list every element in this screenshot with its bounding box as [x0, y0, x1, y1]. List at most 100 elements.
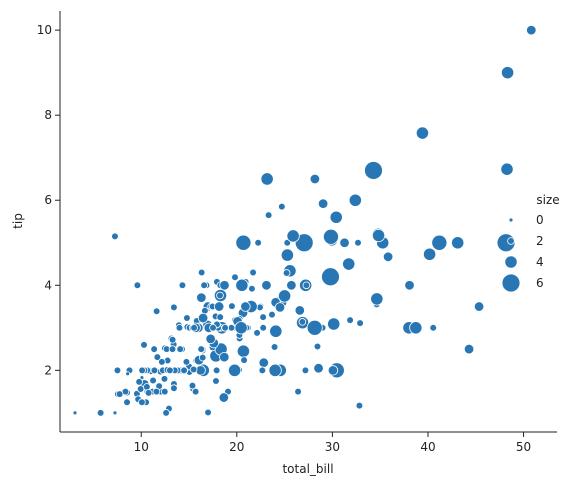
data-point	[191, 387, 200, 396]
data-point	[198, 353, 207, 362]
data-point	[306, 319, 323, 336]
data-point	[216, 313, 224, 321]
data-point	[339, 237, 350, 248]
data-point	[227, 324, 236, 332]
data-point	[500, 66, 515, 80]
x-tick-label: 30	[325, 440, 340, 454]
data-point	[236, 344, 251, 358]
legend-marker	[504, 255, 518, 269]
data-point	[463, 343, 475, 355]
data-point	[175, 324, 184, 332]
data-point	[180, 366, 188, 375]
data-point	[216, 291, 224, 300]
data-point	[160, 387, 169, 396]
y-ticks: 2 4 6 8 10	[37, 23, 60, 377]
data-point	[313, 363, 324, 374]
data-point	[268, 363, 282, 377]
data-point	[168, 335, 177, 344]
legend-label: 4	[536, 255, 544, 269]
data-point	[197, 268, 206, 277]
data-point	[422, 247, 437, 261]
data-point	[298, 318, 307, 326]
data-point	[258, 366, 267, 375]
data-point	[260, 172, 274, 186]
data-point	[286, 280, 297, 291]
data-point	[166, 366, 174, 375]
data-point	[140, 341, 148, 349]
data-point	[355, 401, 364, 410]
data-point	[309, 173, 321, 185]
data-point	[354, 238, 362, 247]
data-point	[125, 371, 131, 377]
data-point	[178, 281, 187, 290]
data-point	[205, 333, 216, 345]
data-point	[294, 387, 302, 396]
data-point	[258, 357, 269, 368]
data-point	[294, 233, 314, 253]
data-point	[197, 345, 205, 353]
data-point	[313, 342, 322, 351]
data-point	[218, 392, 230, 403]
data-point	[356, 319, 364, 327]
data-point	[415, 126, 430, 140]
data-point	[264, 211, 273, 219]
data-point	[268, 310, 276, 319]
data-point	[526, 24, 537, 36]
data-point	[364, 161, 383, 180]
data-point	[301, 366, 310, 375]
data-point	[404, 280, 415, 291]
data-point	[213, 301, 225, 312]
y-tick-label: 6	[44, 193, 52, 207]
data-point	[150, 366, 159, 375]
data-point	[249, 268, 257, 277]
data-point	[240, 301, 251, 312]
y-tick-label: 2	[44, 363, 52, 377]
data-point	[158, 358, 166, 366]
data-point	[429, 324, 438, 332]
x-tick-label: 10	[134, 440, 149, 454]
data-point	[278, 202, 286, 211]
x-tick-label: 40	[420, 440, 435, 454]
data-point	[188, 381, 197, 390]
data-point	[370, 292, 384, 306]
x-axis-label: total_bill	[282, 462, 333, 476]
data-point	[240, 356, 248, 364]
data-point	[123, 398, 131, 407]
data-point	[248, 284, 256, 293]
data-point	[209, 324, 217, 332]
data-point	[317, 198, 329, 209]
data-point	[371, 228, 386, 243]
data-point	[329, 210, 343, 224]
data-point	[259, 313, 267, 321]
data-point	[346, 316, 354, 324]
data-point	[113, 366, 122, 375]
data-point	[138, 366, 146, 375]
legend-label: 6	[536, 276, 544, 290]
data-point	[183, 314, 191, 322]
data-point	[200, 281, 208, 290]
x-ticks: 10 20 30 40 50	[134, 432, 531, 454]
data-point	[115, 390, 124, 398]
y-tick-label: 8	[44, 108, 52, 122]
data-point	[253, 329, 261, 337]
legend-label: 0	[536, 213, 544, 227]
data-point	[168, 345, 177, 353]
data-point	[189, 365, 198, 374]
legend-title: size	[536, 193, 559, 207]
data-point	[182, 358, 191, 366]
data-point	[286, 229, 300, 243]
data-point	[138, 398, 146, 407]
data-point	[327, 365, 339, 376]
data-point	[278, 289, 292, 303]
data-point	[219, 280, 230, 291]
data-point	[348, 193, 362, 207]
data-point	[136, 385, 145, 393]
data-point	[152, 387, 161, 396]
data-point	[500, 162, 514, 176]
data-point	[196, 292, 207, 303]
data-point	[160, 375, 169, 383]
data-point	[282, 269, 291, 277]
y-axis-label: tip	[11, 213, 25, 229]
y-tick-label: 10	[37, 23, 52, 37]
